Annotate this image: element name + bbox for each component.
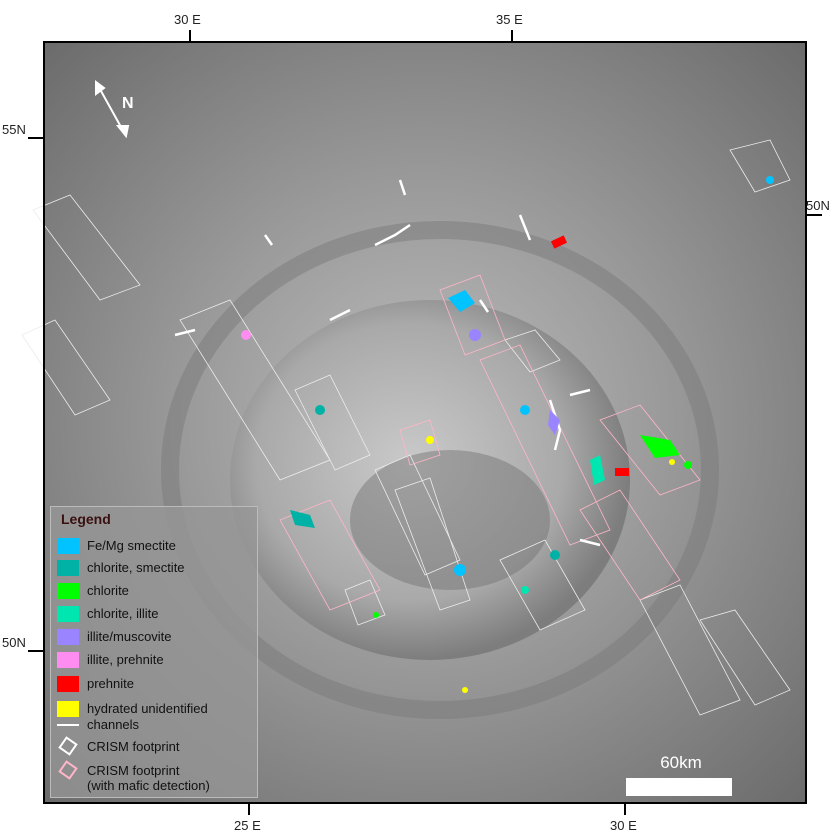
central-depression (350, 450, 550, 590)
scale-label: 60km (660, 753, 702, 772)
map-frame (43, 41, 807, 804)
right-label: 50N (806, 198, 830, 213)
legend-label: channels (87, 717, 140, 732)
legend-symbol (57, 701, 79, 717)
top-label: 35 E (496, 12, 523, 27)
legend-item: CRISM footprint (57, 736, 180, 756)
legend-item: illite, prehnite (57, 652, 164, 668)
legend-label: chlorite, illite (87, 606, 159, 621)
legend-symbol (58, 736, 78, 756)
crater-rim (161, 221, 719, 719)
legend-label: illite/muscovite (87, 629, 172, 644)
legend-label: prehnite (87, 676, 134, 691)
legend-item: prehnite (57, 676, 134, 692)
channels (174, 179, 601, 547)
legend-item: CRISM footprint (with mafic detection) (57, 760, 210, 793)
legend-symbol (57, 652, 79, 668)
legend-label: Fe/Mg smectite (87, 538, 176, 553)
legend-symbol (57, 676, 79, 692)
scale-bar (626, 778, 732, 796)
mafic-footprints (279, 274, 701, 611)
legend-label: illite, prehnite (87, 652, 164, 667)
bottom-label: 30 E (610, 818, 637, 833)
legend-symbol (57, 560, 79, 576)
legend-item: chlorite, illite (57, 606, 159, 622)
legend-item: Fe/Mg smectite (57, 538, 176, 554)
north-arrow (95, 80, 130, 139)
legend-label: CRISM footprint (with mafic detection) (87, 763, 210, 793)
ticks (28, 30, 822, 815)
north-label: N (122, 95, 134, 112)
left-label: 55N (2, 122, 26, 137)
legend-item: illite/muscovite (57, 629, 172, 645)
left-label: 50N (2, 635, 26, 650)
legend-item: chlorite (57, 583, 129, 599)
legend-symbol (57, 724, 79, 726)
legend-label: hydrated unidentified (87, 701, 208, 716)
legend-symbol (58, 760, 78, 780)
mineral-detections (241, 176, 774, 693)
bottom-label: 25 E (234, 818, 261, 833)
legend-label: CRISM footprint (87, 739, 180, 754)
legend-symbol (57, 606, 79, 622)
legend-symbol (57, 583, 79, 599)
legend-item: channels (57, 717, 139, 732)
legend-symbol (57, 538, 79, 554)
legend: Legend Fe/Mg smectite chlorite, smectite c… (50, 506, 258, 798)
crater-floor (230, 300, 630, 660)
legend-symbol (57, 629, 79, 645)
legend-item: chlorite, smectite (57, 560, 185, 576)
legend-item: hydrated unidentified (57, 701, 208, 717)
legend-title: Legend (61, 511, 111, 527)
top-label: 30 E (174, 12, 201, 27)
footprints (21, 139, 791, 716)
legend-label: chlorite (87, 583, 129, 598)
legend-label: chlorite, smectite (87, 560, 185, 575)
